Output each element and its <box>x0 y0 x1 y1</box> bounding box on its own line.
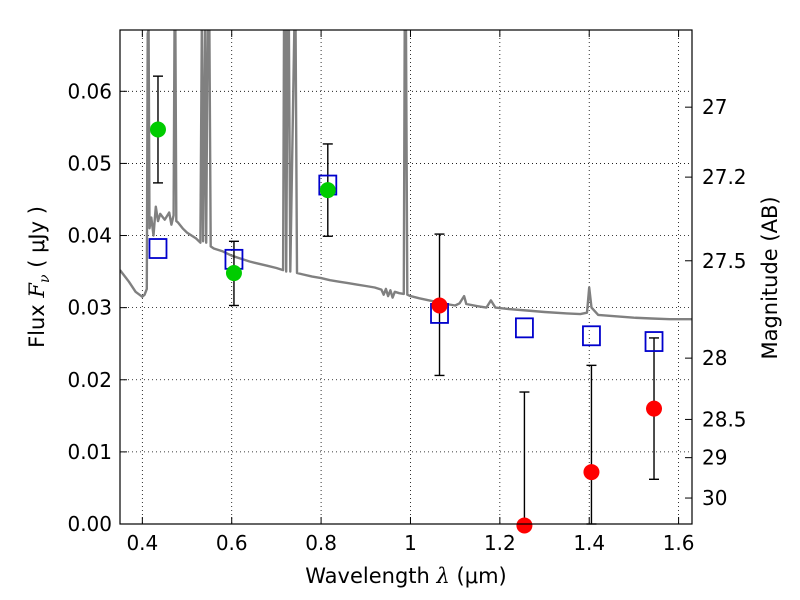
observed-flux-point-red <box>583 464 600 481</box>
observed-flux-point-red <box>646 400 663 417</box>
y-tick-label: 0.05 <box>67 151 112 175</box>
observed-flux-point-red <box>516 517 533 534</box>
y2-tick-label: 27.5 <box>702 249 747 273</box>
x-tick-label: 0.4 <box>126 531 158 555</box>
y2-tick-label: 27.2 <box>702 165 747 189</box>
y2-tick-label: 28 <box>702 346 727 370</box>
error-bars <box>152 75 660 525</box>
model-flux-square <box>148 238 168 259</box>
y-tick-label: 0.04 <box>67 224 112 248</box>
observed-flux-point-green <box>225 265 242 282</box>
x-tick-label: 1.6 <box>663 531 695 555</box>
spectrum-line <box>120 30 692 321</box>
y-tick-label: 0.02 <box>67 368 112 392</box>
model-flux-square <box>644 331 664 352</box>
y-tick-label: 0.06 <box>67 79 112 103</box>
model-flux-square <box>515 317 534 339</box>
y-tick-label: 0.01 <box>67 440 112 464</box>
data-markers <box>148 121 664 534</box>
y2-tick-label: 29 <box>702 446 727 470</box>
plot-area <box>120 30 692 321</box>
x-axis-label: Wavelength λ (μm) <box>305 564 506 588</box>
model-flux-square <box>582 325 601 347</box>
observed-flux-point-red <box>431 297 448 314</box>
x-tick-label: 1.2 <box>484 531 516 555</box>
y-axis-label: Flux Fν ( μJy ) <box>25 206 53 348</box>
y-tick-label: 0.00 <box>67 512 112 536</box>
observed-flux-point-green <box>319 182 336 199</box>
y2-tick-label: 28.5 <box>702 407 747 431</box>
y2-tick-label: 30 <box>702 486 727 510</box>
y2-tick-label: 27 <box>702 95 727 119</box>
x-tick-label: 1.4 <box>573 531 605 555</box>
observed-flux-point-green <box>149 121 166 138</box>
plot-frame <box>119 29 693 525</box>
x-tick-label: 1 <box>404 531 417 555</box>
x-tick-label: 0.8 <box>305 531 337 555</box>
y2-axis-label: Magnitude (AB) <box>758 196 782 359</box>
y-tick-label: 0.03 <box>67 296 112 320</box>
x-tick-label: 0.6 <box>216 531 248 555</box>
axis-ticks: 0.4 0.6 0.8 1 1.2 1.4 1.6 0.00 0.01 0.02 0.03 0.04 0… <box>67 30 747 555</box>
